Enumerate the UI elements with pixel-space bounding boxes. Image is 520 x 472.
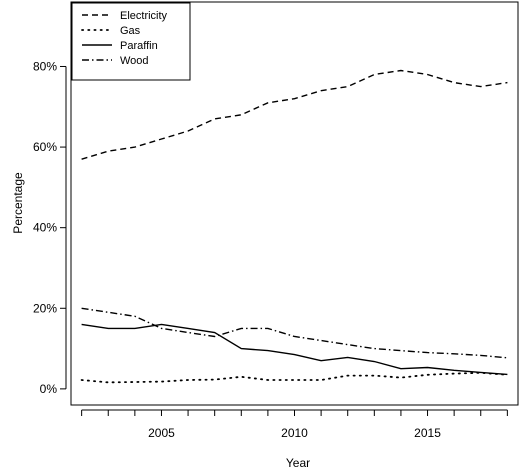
y-axis: 0% 20% 40% 60% 80%: [33, 59, 67, 396]
series-layer: [80, 69, 509, 384]
x-tick-label: 2010: [281, 426, 308, 440]
series-line-gas: [80, 371, 509, 384]
y-tick-label: 80%: [33, 59, 57, 73]
y-tick-label: 60%: [33, 140, 57, 154]
x-tick-label: 2015: [414, 426, 441, 440]
legend-box: [71, 2, 191, 81]
x-axis: 2005 2010 2015: [81, 409, 508, 440]
y-tick-label: 40%: [33, 221, 57, 235]
series-line-paraffin: [81, 323, 508, 376]
legend: Electricity Gas Paraffin Wood: [71, 2, 191, 81]
legend-label-paraffin: Paraffin: [120, 40, 158, 52]
y-axis-label: Percentage: [11, 172, 25, 234]
legend-label-wood: Wood: [120, 55, 149, 67]
y-tick-label: 0%: [40, 382, 58, 396]
series-line-wood: [81, 307, 508, 359]
legend-label-gas: Gas: [120, 25, 141, 37]
plot-frame: [70, 1, 519, 406]
x-axis-label: Year: [286, 456, 310, 470]
legend-label-electricity: Electricity: [120, 10, 168, 22]
x-tick-label: 2005: [148, 426, 175, 440]
y-tick-label: 20%: [33, 301, 57, 315]
series-line-electricity: [81, 69, 508, 160]
